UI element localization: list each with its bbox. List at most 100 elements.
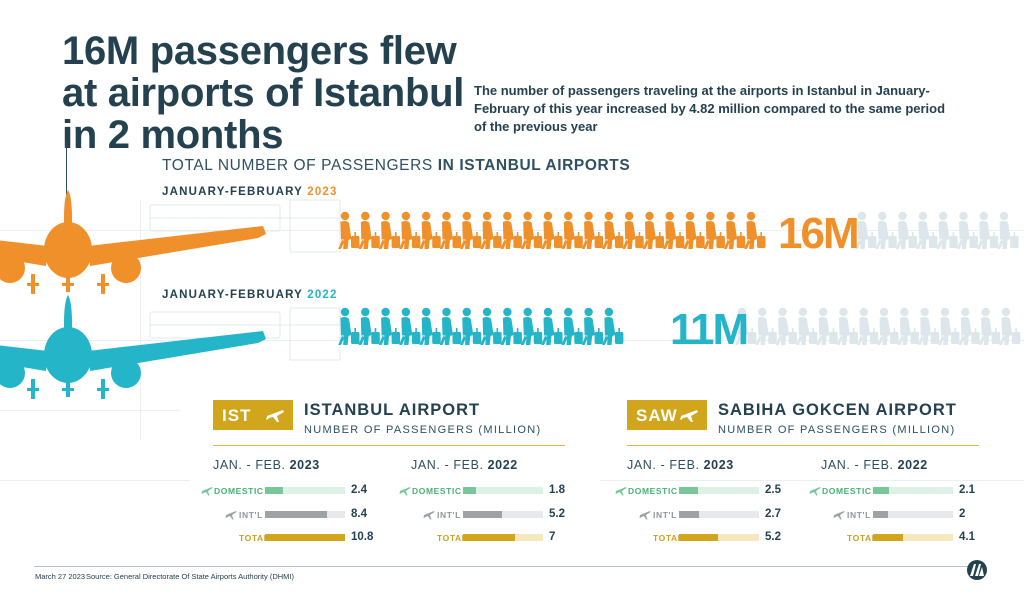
period-prefix: JANUARY-FEBRUARY [162,186,303,198]
istanbul-airport-panel: IST ISTANBUL AIRPORT NUMBER OF PASSENGER… [201,400,573,550]
domestic-value: 1.8 [549,484,565,496]
total-bar-track [873,534,953,541]
passenger-icon [744,211,766,249]
domestic-row: DOMESTIC 2.5 [615,484,805,498]
passenger-icon-placeholder [855,211,877,249]
total-label: TOTAL [653,533,684,543]
footer-source: Source: General Directorate Of State Air… [86,572,294,581]
intl-label: INT'L [239,510,263,520]
period-column: JAN. - FEB. 2023 DOMESTIC 2.4 INT'L 8.4 TOTAL 1… [201,400,391,550]
airport-subtitle: NUMBER OF PASSENGERS (MILLION) [304,424,542,436]
background-line [0,410,180,411]
background-line [0,340,1024,341]
plane-icon [225,511,237,520]
value-label-2022: 11M [670,305,747,354]
passenger-icon [358,211,380,249]
chart-title-plain: TOTAL NUMBER OF PASSENGERS [162,157,433,174]
airport-code-badge: SAW [627,400,707,430]
domestic-bar [679,487,698,494]
intl-value: 2.7 [765,508,781,520]
domestic-label: DOMESTIC [412,486,462,496]
total-value: 5.2 [765,531,781,543]
passenger-icon [378,211,401,249]
passenger-icon [622,211,644,249]
passenger-icon [439,307,461,345]
period-column: JAN. - FEB. 2023 DOMESTIC 2.5 INT'L 2.7 TOTAL 5… [615,400,805,550]
passenger-icon [378,307,401,345]
period-column: JAN. - FEB. 2022 DOMESTIC 2.1 INT'L 2 TOTAL 4.1 [809,400,999,550]
passenger-icon-placeholder [877,307,899,345]
passenger-icon-placeholder [857,307,879,345]
total-value: 7 [549,531,556,543]
passenger-icon-placeholder [997,211,1019,249]
passenger-icon [460,211,482,249]
divider [66,142,67,198]
period-heading: JAN. - FEB. 2023 [627,458,734,472]
intl-row: INT'L 2.7 [615,508,805,522]
total-value: 10.8 [351,531,374,543]
passenger-icon-placeholder [775,307,798,345]
passenger-icon [723,211,746,249]
passenger-icon [460,307,482,345]
passenger-icon [358,307,380,345]
intl-bar-track [873,511,953,518]
domestic-value: 2.4 [351,484,367,496]
domestic-row: DOMESTIC 1.8 [399,484,589,498]
plane-icon [680,410,698,422]
passenger-icon [581,307,604,345]
period-text: JAN. - FEB. [627,458,700,472]
airport-subtitle: NUMBER OF PASSENGERS (MILLION) [718,424,956,436]
plane-icon [423,511,435,520]
intl-row: INT'L 2 [809,508,999,522]
intl-bar [679,511,699,518]
intl-value: 8.4 [351,508,367,520]
airport-code-badge: IST [213,400,293,430]
passenger-icon [602,307,624,345]
period-heading: JAN. - FEB. 2022 [411,458,518,472]
period-text: JAN. - FEB. [411,458,484,472]
domestic-bar-track [873,487,953,494]
passenger-icon-placeholder [816,307,838,345]
agency-logo [967,560,987,580]
passenger-icon-placeholder [978,307,1001,345]
chart-title: TOTAL NUMBER OF PASSENGERS IN ISTANBUL A… [162,157,630,175]
passenger-icon [480,211,502,249]
passenger-icon [419,211,441,249]
plane-icon [399,487,411,496]
intl-bar [265,511,328,518]
domestic-row: DOMESTIC 2.1 [809,484,999,498]
total-bar [463,534,515,541]
background-line [600,480,1024,481]
passenger-chart: 16M 11M [0,190,1021,399]
total-label: TOTAL [437,533,468,543]
domestic-bar [873,487,889,494]
passenger-icon [581,211,604,249]
domestic-row: DOMESTIC 2.4 [201,484,391,498]
airplane-icon-2023 [0,190,266,294]
intl-bar-track [265,511,345,518]
page-subtitle: The number of passengers traveling at th… [474,83,946,134]
intl-label: INT'L [847,510,871,520]
passenger-icon-placeholder [895,211,918,249]
plane-icon [266,410,284,422]
intl-label: INT'L [653,510,677,520]
passenger-icon-placeholder [897,307,919,345]
passenger-icon [683,211,705,249]
passenger-icon-placeholder [977,211,999,249]
passenger-icon [642,211,664,249]
domestic-value: 2.1 [959,484,975,496]
divider [213,445,565,446]
passenger-icon-placeholder [916,211,938,249]
passenger-icon [500,211,522,249]
domestic-bar [463,487,477,494]
value-label-2023: 16M [778,209,858,258]
passenger-icon [561,211,583,249]
background-line [0,480,190,481]
total-value: 4.1 [959,531,975,543]
passenger-icon [338,307,360,345]
passenger-icon [399,211,421,249]
total-row: TOTAL 7 [399,531,589,545]
airport-code: IST [222,406,252,425]
passenger-icon [520,307,543,345]
passenger-icon-placeholder [875,211,897,249]
